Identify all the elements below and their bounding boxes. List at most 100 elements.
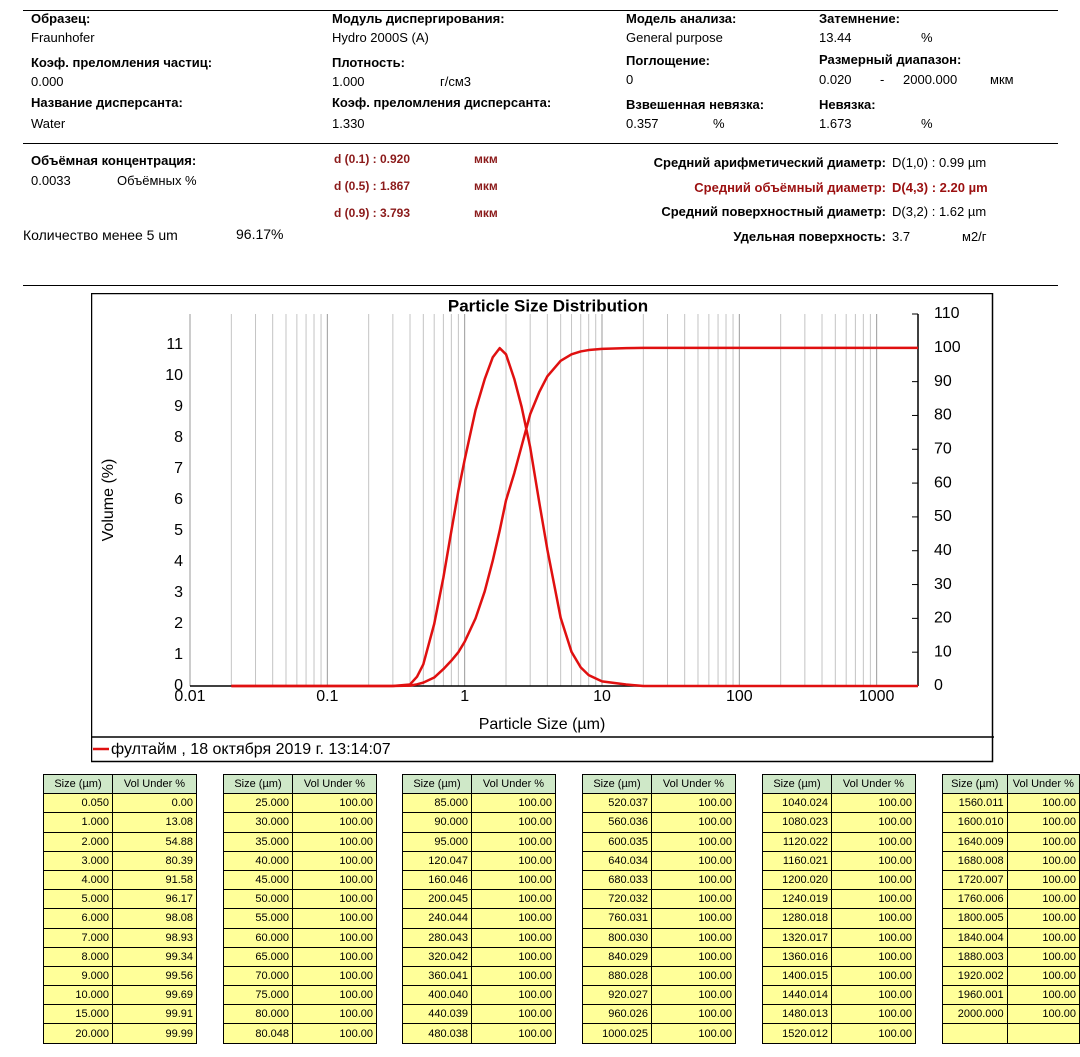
- data-row: 200.045 100.00: [402, 889, 556, 910]
- header-cell: Vol Under %: [1006, 773, 1080, 795]
- cell: 100.00: [831, 831, 916, 852]
- cell: [942, 1023, 1008, 1044]
- y-tick-label: 2: [174, 615, 183, 632]
- x-tick-label: 1: [460, 688, 469, 705]
- data-row: 1760.006 100.00: [942, 889, 1080, 910]
- data-row: 960.026 100.00: [582, 1004, 736, 1025]
- cell: 100.00: [1006, 1004, 1080, 1025]
- cell: 100.00: [651, 927, 736, 948]
- cell: 400.040: [402, 985, 472, 1006]
- header-cell: Vol Under %: [112, 773, 197, 795]
- cell: 160.046: [402, 869, 472, 891]
- data-row: 320.042 100.00: [402, 946, 556, 967]
- d-value: d (0.5) : 1.867: [334, 179, 411, 193]
- cell: 100.00: [471, 946, 556, 967]
- data-row: 800.030 100.00: [582, 927, 736, 948]
- x-tick-label: 0.01: [174, 688, 205, 705]
- cell: 98.93: [112, 927, 197, 948]
- data-row: 280.043 100.00: [402, 927, 556, 948]
- data-row: 1080.023 100.00: [762, 812, 916, 833]
- cell: 100.00: [471, 908, 556, 929]
- cell: 120.047: [402, 850, 472, 871]
- data-row: 600.035 100.00: [582, 831, 736, 852]
- y-tick-label: 9: [174, 398, 183, 415]
- data-row: 160.046 100.00: [402, 869, 556, 891]
- data-row: [942, 1023, 1080, 1044]
- cell: 100.00: [1006, 927, 1080, 948]
- data-row: 1240.019 100.00: [762, 889, 916, 910]
- cell: 100.00: [471, 1004, 556, 1025]
- cell: 5.000: [43, 889, 113, 910]
- x-tick-label: 100: [726, 688, 753, 705]
- data-row: 40.000 100.00: [223, 850, 377, 871]
- d-value: d (0.9) : 3.793: [334, 206, 411, 220]
- data-row: 680.033 100.00: [582, 869, 736, 891]
- cell: 1800.005: [942, 908, 1008, 929]
- cell: 100.00: [292, 869, 377, 891]
- cell: 680.033: [582, 869, 652, 891]
- field-unit: %: [713, 116, 725, 131]
- cell: 1080.023: [762, 812, 832, 833]
- field-label: Коэф. преломления дисперсанта:: [332, 95, 552, 110]
- data-row: 1640.009 100.00: [942, 831, 1080, 852]
- below5-label: Количество менее 5 um: [23, 227, 178, 243]
- cell: 100.00: [471, 812, 556, 833]
- header-cell: Size (µm): [942, 773, 1008, 795]
- data-row: 35.000 100.00: [223, 831, 377, 852]
- cell: 920.027: [582, 985, 652, 1006]
- field-value: 0.357: [626, 116, 659, 131]
- cell: 35.000: [223, 831, 293, 852]
- data-row: 560.036 100.00: [582, 812, 736, 833]
- cell: 99.99: [112, 1023, 197, 1044]
- cell: 100.00: [292, 831, 377, 852]
- cell: 100.00: [651, 793, 736, 814]
- field-value: 0.0033: [31, 173, 71, 188]
- data-row: 20.000 99.99: [43, 1023, 197, 1044]
- cell: 100.00: [1006, 793, 1080, 814]
- y2-tick-label: 0: [934, 677, 943, 694]
- field-value: 1.000: [332, 74, 365, 89]
- data-row: 60.000 100.00: [223, 927, 377, 948]
- cell: 100.00: [831, 985, 916, 1006]
- cell: 65.000: [223, 946, 293, 967]
- cell: 100.00: [292, 1004, 377, 1025]
- data-table: Size (µm) Vol Under % 85.000 100.00 90.000 10…: [402, 773, 556, 1044]
- field-label: Название дисперсанта:: [31, 95, 183, 110]
- cell: 99.69: [112, 985, 197, 1006]
- data-row: 1280.018 100.00: [762, 908, 916, 929]
- cell: 440.039: [402, 1004, 472, 1025]
- data-row: 400.040 100.00: [402, 985, 556, 1006]
- cell: 1720.007: [942, 869, 1008, 891]
- cell: 100.00: [831, 889, 916, 910]
- cell: 100.00: [651, 985, 736, 1006]
- field-unit: %: [921, 30, 933, 45]
- cell: 100.00: [1006, 812, 1080, 833]
- y2-tick-label: 10: [934, 643, 952, 660]
- data-row: 10.000 99.69: [43, 985, 197, 1006]
- d-unit: мкм: [474, 152, 498, 166]
- legend-label: фултайм , 18 октября 2019 г. 13:14:07: [111, 741, 391, 758]
- cell: 100.00: [651, 1004, 736, 1025]
- cell: 100.00: [292, 927, 377, 948]
- cell: 1920.002: [942, 965, 1008, 987]
- data-row: 50.000 100.00: [223, 889, 377, 910]
- cell: 480.038: [402, 1023, 472, 1044]
- y-tick-label: 4: [174, 553, 183, 570]
- field-value: -: [880, 72, 885, 87]
- y2-tick-label: 100: [934, 339, 961, 356]
- field-value: 1.330: [332, 116, 365, 131]
- data-row: 25.000 100.00: [223, 793, 377, 814]
- y2-tick-label: 90: [934, 373, 952, 390]
- data-row: 720.032 100.00: [582, 889, 736, 910]
- cell: 100.00: [292, 965, 377, 987]
- cell: 80.048: [223, 1023, 293, 1044]
- cell: [1006, 1023, 1080, 1044]
- d-value: d (0.1) : 0.920: [334, 152, 411, 166]
- rule: [23, 285, 1058, 286]
- header-cell: Size (µm): [43, 773, 113, 795]
- field-unit: мкм: [990, 72, 1014, 87]
- cell: 8.000: [43, 946, 113, 967]
- field-value: 1.673: [819, 116, 852, 131]
- cell: 75.000: [223, 985, 293, 1006]
- y2-tick-label: 20: [934, 610, 952, 627]
